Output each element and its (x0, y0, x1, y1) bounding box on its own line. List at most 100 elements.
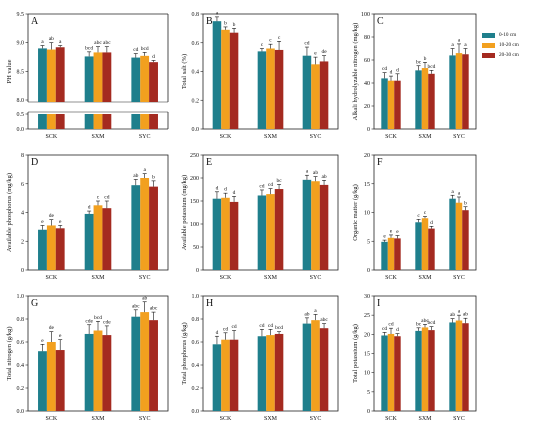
panel-f-sig-letter: e (390, 228, 393, 234)
panel-c-bar (428, 73, 435, 129)
panel-e-sig-letter: d (224, 187, 227, 193)
panel-e-bar (257, 195, 267, 270)
panel-b-sig-letter: c (269, 38, 272, 44)
panel-h-ytick-label: 0.6 (192, 340, 200, 346)
panel-d-bar (131, 185, 141, 270)
panel-i-sig-letter: a (458, 309, 461, 315)
panel-g-sig-letter: de (49, 325, 55, 331)
panel-f-bar (428, 228, 435, 270)
panel-a-bar-lower (38, 114, 47, 129)
panel-f-bar (455, 202, 463, 270)
panel-c-sig-letter: cd (382, 66, 387, 72)
panel-d-bar (93, 205, 103, 270)
panel-b-sig-letter: c (278, 35, 281, 41)
panel-a-xtick-label: SYC (139, 134, 151, 140)
panel-f-ytick-label: 15 (364, 182, 370, 188)
panel-a-sig-letter: abc (94, 40, 102, 46)
panel-h-xtick-label: SCK (220, 416, 232, 422)
panel-h-bar (274, 333, 284, 411)
panel-g-xtick-label: SYC (139, 416, 151, 422)
panel-f-sig-letter: d (430, 220, 433, 226)
panel-a-bar (102, 52, 112, 102)
legend-item-10-20: 10-20 cm (482, 40, 519, 50)
panel-h-ytick-label: 0.8 (192, 317, 200, 323)
panel-i-ytick-label: 10 (364, 371, 370, 377)
panel-c-ytick-label: 100 (361, 12, 370, 18)
panel-f-sig-letter: a (451, 189, 454, 195)
panel-g-bar (38, 351, 47, 411)
panel-h-bar (302, 323, 312, 411)
panel-e-sig-letter: cd (268, 182, 273, 188)
panel-f-xtick-label: SXM (418, 275, 432, 281)
panel-g-bar (140, 312, 150, 411)
panel-a-sig-letter: cd (133, 47, 138, 53)
panel-b-xtick-label: SXM (264, 134, 278, 140)
panel-c-bar (462, 54, 469, 129)
panel-c-sig-letter: a (451, 42, 454, 48)
panel-h-sig-letter: ab (304, 311, 309, 317)
panel-i-letter: I (377, 298, 380, 309)
panel-g-ytick-label: 0.6 (17, 340, 25, 346)
panel-g-xtick-label: SCK (45, 416, 57, 422)
panel-g-sig-letter: bcd (94, 315, 102, 321)
panel-g-ytick-label: 0.4 (17, 363, 25, 369)
panel-f-sig-letter: c (417, 213, 420, 219)
panel-c-xtick-label: SCK (385, 134, 397, 140)
panel-b-bar (221, 29, 230, 129)
panel-i-ylabel: Total potassium (g/kg) (352, 324, 359, 383)
panel-e-ytick-label: 150 (190, 199, 199, 205)
panel-b-bar (274, 49, 284, 129)
panel-f-bar (381, 241, 388, 270)
panel-a-bar-lower (55, 114, 65, 129)
panel-a-bar-lower (102, 114, 112, 129)
panel-e-bar (212, 198, 222, 270)
panel-d-sig-letter: c (97, 195, 100, 201)
panel-a-sig-letter: bcd (85, 45, 93, 51)
panel-g-sig-letter: ab (142, 295, 147, 301)
panel-a-sig-letter: a (41, 39, 44, 45)
panel-d-ylabel: Available phosphorus (mg/kg) (6, 173, 13, 252)
panel-e-xtick-label: SXM (264, 275, 278, 281)
panel-b-sig-letter: b (224, 20, 227, 26)
panel-g-sig-letter: e (59, 333, 62, 339)
panel-g-sig-letter: cde (103, 319, 111, 325)
panel-e-sig-letter: ab (313, 170, 318, 176)
panel-e-sig-letter: d (233, 190, 236, 196)
panel-a-bar (93, 52, 103, 102)
panel-b-xtick-label: SYC (310, 134, 322, 140)
panel-e-bar (229, 201, 239, 270)
panel-f-bar (421, 218, 429, 270)
panel-a-bar-lower (140, 114, 150, 129)
panel-d-sig-letter: e (41, 219, 44, 225)
panel-f-bar (415, 222, 422, 270)
panel-h-sig-letter: cd (223, 326, 228, 332)
panel-d-bar (55, 228, 65, 270)
panel-i-bar (421, 327, 429, 411)
panel-e-ytick-label: 250 (190, 153, 199, 159)
panel-h-bar (212, 344, 222, 411)
panel-a-sig-letter: ab (49, 36, 54, 42)
legend: 0-10 cm 10-20 cm 20-30 cm (482, 30, 519, 60)
panel-c-bar (415, 70, 422, 129)
panel-e-ylabel: Available potassium (mg/kg) (181, 175, 188, 250)
panel-h-bar (266, 335, 275, 411)
panel-b-ytick-label: 0.0 (192, 127, 200, 133)
panel-a-ytick-label: 8.5 (17, 69, 25, 75)
panel-b-bar (311, 64, 320, 129)
panel-b-sig-letter: c (261, 42, 264, 48)
panel-f-sig-letter: e (396, 229, 399, 235)
panel-i-bar (415, 330, 422, 411)
panel-g-letter: G (31, 298, 38, 309)
legend-label: 10-20 cm (499, 42, 519, 48)
panel-c-xtick-label: SYC (453, 134, 465, 140)
panel-f-xtick-label: SCK (385, 275, 397, 281)
legend-label: 20-30 cm (499, 52, 519, 58)
panel-c-bar (449, 55, 456, 129)
panel-i-sig-letter: ab (450, 312, 455, 318)
panel-e-sig-letter: a (306, 169, 309, 175)
panel-d-sig-letter: e (59, 219, 62, 225)
panel-a-ylabel: PH value (6, 59, 13, 83)
panel-i-ytick-label: 30 (364, 294, 370, 300)
panel-c-ylabel: Alkali hydrolyzable nitrogen (mg/kg) (352, 23, 359, 121)
